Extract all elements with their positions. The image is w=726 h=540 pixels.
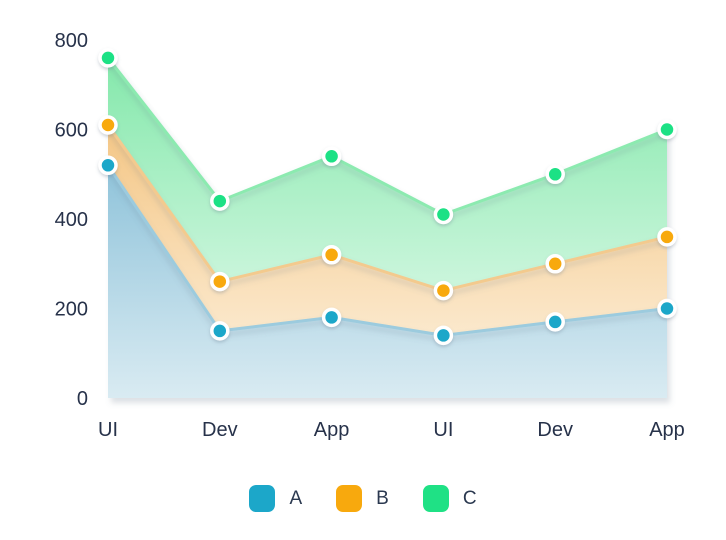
x-label-1: Dev [202,419,238,441]
x-label-3: UI [433,419,453,441]
point-A-0[interactable] [98,155,118,176]
legend-swatch-B [336,485,363,512]
legend-item-A[interactable]: A [249,485,302,512]
chart-plot: 0 200 400 600 800 UI Dev App UI Dev App [55,30,685,441]
x-label-0: UI [98,419,118,441]
point-C-4[interactable] [545,164,565,185]
legend-swatch-A [249,485,276,512]
point-A-5[interactable] [657,298,677,319]
legend-item-C[interactable]: C [422,485,477,512]
point-C-5[interactable] [657,119,677,140]
point-B-2[interactable] [321,245,342,265]
y-tick-0: 0 [77,388,88,410]
point-A-2[interactable] [321,307,342,328]
point-B-3[interactable] [433,280,454,301]
x-label-5: App [649,419,685,441]
legend-item-B[interactable]: B [336,485,389,512]
y-tick-200: 200 [55,299,88,321]
point-A-4[interactable] [545,312,565,332]
legend-label: C [462,488,477,509]
line-B [106,123,669,293]
x-label-4: Dev [537,419,573,441]
point-B-4[interactable] [545,254,565,274]
point-C-0[interactable] [98,48,118,68]
point-A-1[interactable] [210,321,230,341]
line-C [106,56,669,216]
point-A-3[interactable] [433,325,454,346]
line-A [106,163,669,337]
point-B-5[interactable] [657,227,677,247]
x-label-2: App [314,419,350,441]
legend: A B C [0,485,726,512]
point-B-0[interactable] [98,115,118,135]
y-tick-800: 800 [55,30,88,52]
point-B-1[interactable] [210,271,230,292]
point-C-3[interactable] [433,204,454,225]
y-tick-600: 600 [55,120,88,142]
legend-label: B [376,488,389,509]
y-tick-400: 400 [55,209,88,231]
legend-swatch-C [422,485,449,512]
point-C-1[interactable] [210,191,230,211]
legend-label: A [289,488,303,509]
area-A [108,165,667,398]
point-C-2[interactable] [321,146,342,167]
